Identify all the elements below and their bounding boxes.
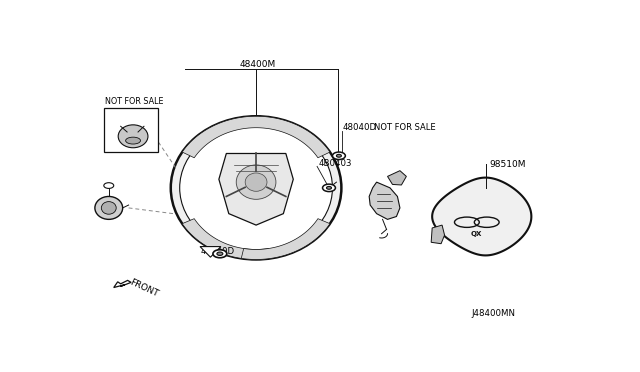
Text: NOT FOR SALE: NOT FOR SALE <box>374 123 435 132</box>
Ellipse shape <box>326 186 332 189</box>
Ellipse shape <box>125 137 141 144</box>
Ellipse shape <box>337 154 341 157</box>
Polygon shape <box>431 225 445 244</box>
Ellipse shape <box>217 252 223 256</box>
Ellipse shape <box>101 202 116 214</box>
Text: 4B0403: 4B0403 <box>318 159 351 168</box>
Polygon shape <box>241 219 330 259</box>
Ellipse shape <box>95 196 123 219</box>
Ellipse shape <box>180 124 332 252</box>
Ellipse shape <box>245 173 267 191</box>
Text: QX: QX <box>471 231 483 237</box>
Bar <box>104 108 158 152</box>
Polygon shape <box>432 177 531 256</box>
Polygon shape <box>219 154 293 225</box>
Polygon shape <box>182 116 330 158</box>
Polygon shape <box>369 182 400 219</box>
Ellipse shape <box>236 165 276 199</box>
Ellipse shape <box>118 125 148 148</box>
Text: NOT FOR SALE: NOT FOR SALE <box>105 97 163 106</box>
Ellipse shape <box>213 250 227 258</box>
Polygon shape <box>114 280 131 288</box>
Polygon shape <box>200 247 221 257</box>
Text: J48400MN: J48400MN <box>472 309 516 318</box>
Ellipse shape <box>332 152 346 160</box>
Ellipse shape <box>323 184 335 192</box>
Text: 48400M: 48400M <box>240 60 276 68</box>
Polygon shape <box>182 219 271 259</box>
Text: 48040D: 48040D <box>200 247 235 256</box>
Ellipse shape <box>104 183 114 189</box>
Polygon shape <box>388 171 406 185</box>
Text: 48040D: 48040D <box>343 123 377 132</box>
Text: 98510M: 98510M <box>489 160 525 169</box>
Text: FRONT: FRONT <box>129 278 160 299</box>
Ellipse shape <box>171 116 341 260</box>
